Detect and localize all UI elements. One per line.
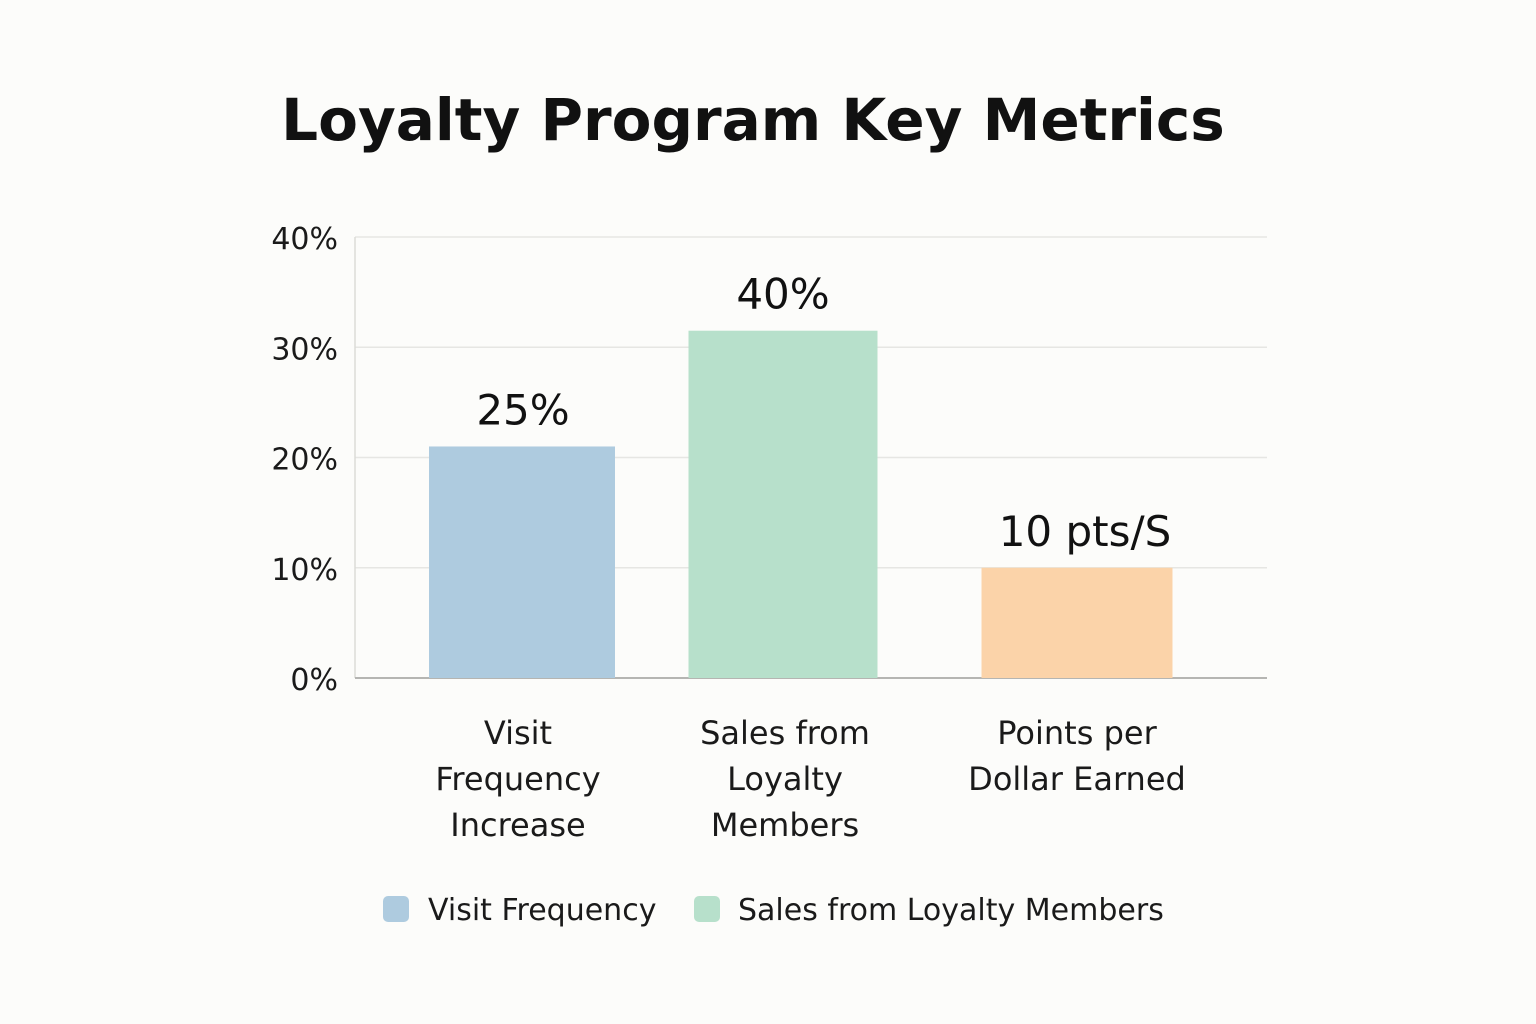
y-tick-label: 40% [271,222,338,257]
bar [981,567,1173,678]
legend-swatch [383,896,409,922]
data-label: 10 pts/S [999,507,1172,556]
bars [429,330,1173,678]
x-category-label: Loyalty [727,760,843,798]
y-tick-label: 20% [271,443,338,478]
legend: Visit Frequency Sales from Loyalty Member… [383,893,1164,928]
y-tick-label: 10% [271,553,338,588]
x-category-label: Frequency [435,760,600,798]
x-category-label: Increase [450,806,585,844]
x-category-label: Members [711,806,859,844]
bar [429,446,615,678]
x-category-label: Sales from [700,714,870,752]
x-category-label: Visit [484,714,552,752]
chart-title: Loyalty Program Key Metrics [281,86,1225,154]
legend-label: Visit Frequency [428,893,656,928]
legend-label: Sales from Loyalty Members [738,893,1164,928]
y-tick-label: 30% [271,332,338,367]
data-label: 40% [736,270,829,319]
x-category-label: Points per [997,714,1157,752]
bar [688,330,878,678]
y-tick-label: 0% [290,663,338,698]
legend-swatch [694,896,720,922]
x-category-label: Dollar Earned [968,760,1186,798]
labels: 25% Visit Frequency Increase 40% Sales from Lo… [435,270,1185,844]
data-label: 25% [476,385,569,434]
